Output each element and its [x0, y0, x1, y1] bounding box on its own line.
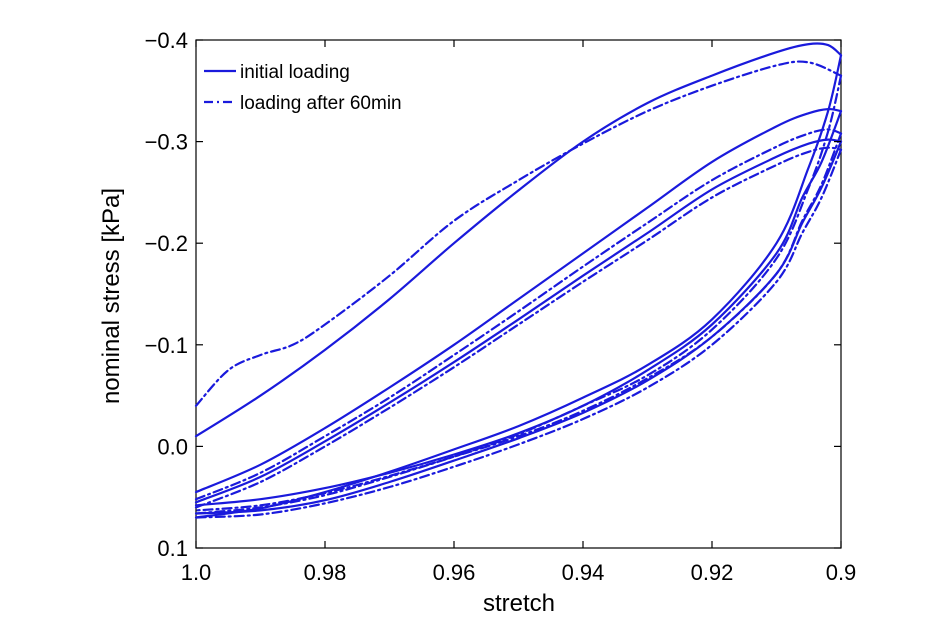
series-line-loading-after-60min-cycle-2-unloading: [194, 132, 843, 512]
series-line-loading-after-60min-cycle-3-unloading: [194, 148, 843, 519]
series-line-initial-loading-cycle-3-unloading: [194, 140, 843, 515]
y-axis-title: nominal stress [kPa]: [98, 188, 125, 404]
y-axis: −0.4 −0.3 −0.2 −0.1 0.0 0.1: [145, 28, 841, 561]
axes-frame: [195, 39, 842, 549]
legend-label-initial-loading: initial loading: [240, 62, 350, 83]
y-tick-label: −0.3: [145, 130, 188, 155]
y-tick-label: −0.4: [145, 28, 188, 53]
series-line-loading-after-60min-cycle-1-loading: [194, 60, 843, 407]
y-tick-label: −0.2: [145, 231, 188, 256]
x-tick-label: 0.9: [826, 560, 857, 585]
series-line-initial-loading-cycle-3-loading: [194, 138, 843, 504]
series-line-initial-loading-cycle-2-loading: [194, 107, 843, 494]
x-tick-label: 0.96: [433, 560, 476, 585]
x-tick-label: 1.0: [181, 560, 212, 585]
series-layer: [194, 42, 843, 519]
x-axis-title: stretch: [483, 590, 555, 617]
x-tick-label: 0.94: [562, 560, 605, 585]
x-tick-label: 0.92: [691, 560, 734, 585]
legend: initial loading loading after 60min: [204, 62, 402, 114]
plot-area-border: [195, 39, 842, 549]
series-line-loading-after-60min-cycle-3-loading: [194, 146, 843, 509]
x-tick-label: 0.98: [304, 560, 347, 585]
y-tick-label: 0.1: [157, 536, 188, 561]
legend-label-loading-after-60min: loading after 60min: [240, 93, 402, 114]
x-axis: 1.0 0.98 0.96 0.94 0.92 0.9: [181, 40, 857, 585]
y-tick-label: −0.1: [145, 333, 188, 358]
series-line-loading-after-60min-cycle-1-unloading: [194, 74, 843, 515]
y-tick-label: 0.0: [157, 434, 188, 459]
